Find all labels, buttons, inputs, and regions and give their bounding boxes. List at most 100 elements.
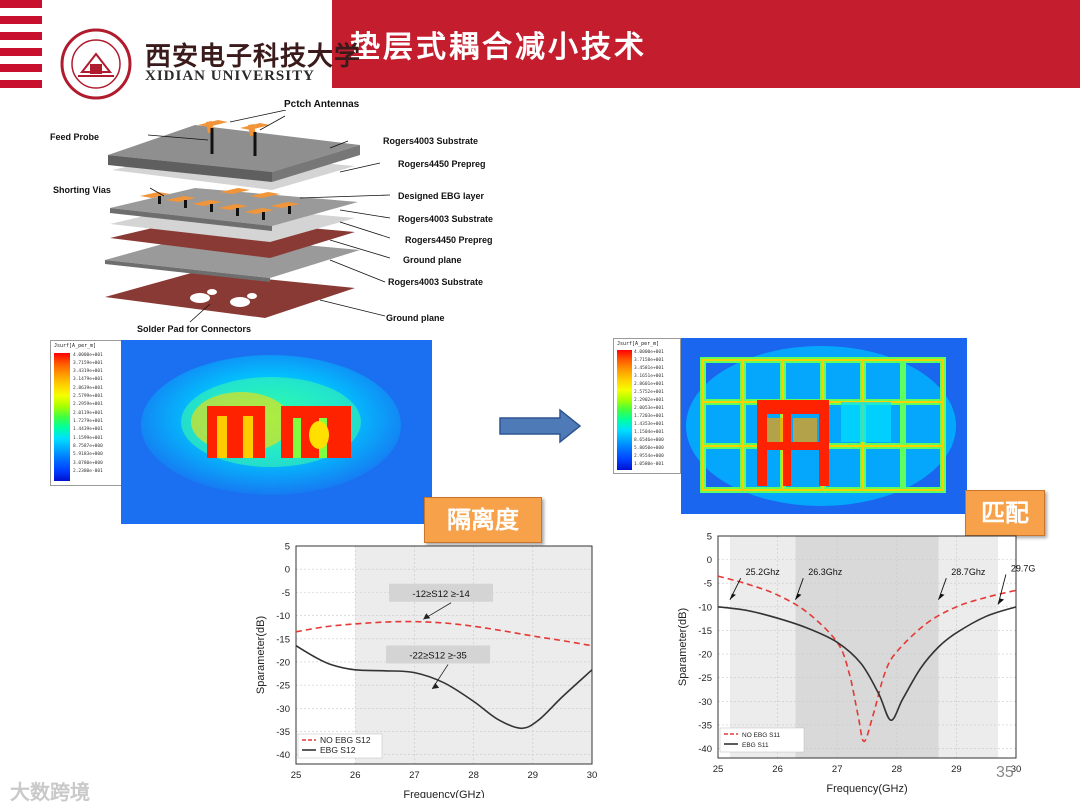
y-tick-label: -10: [276, 611, 290, 622]
legend-color-bar: [617, 350, 632, 470]
tag-matching: 匹配: [965, 490, 1045, 536]
slide-title: 垫层式耦合减小技术: [350, 30, 647, 65]
annotation-box: [389, 583, 494, 602]
legend-color-bar: [54, 353, 70, 481]
legend-label: NO EBG S12: [320, 735, 371, 745]
y-tick-label: 0: [707, 555, 712, 566]
label-rogers4450-top: Rogers4450 Prepreg: [398, 159, 486, 169]
annotation-arrowhead: [998, 598, 1005, 605]
legend-title: Jsurf[A_per_m]: [54, 343, 97, 349]
y-tick-label: -25: [698, 673, 712, 684]
series-line-ebg-s12: [295, 645, 593, 730]
y-tick-label: -40: [698, 744, 712, 755]
x-tick-label: 30: [587, 770, 598, 781]
x-tick-label: 30: [1011, 764, 1022, 775]
label-ground-plane-2: Ground plane: [386, 313, 445, 323]
y-tick-label: -20: [698, 650, 712, 661]
legend-title: Jsurf[A_per_m]: [617, 341, 660, 347]
y-tick-label: -15: [276, 634, 290, 645]
y-tick-label: -40: [276, 750, 290, 761]
x-axis-label: Frequency(GHz): [826, 783, 907, 795]
y-tick-label: -30: [698, 697, 712, 708]
annotation-text: -22≥S12 ≥-35: [409, 650, 466, 661]
annotation-text: 29.7Ghz: [1011, 563, 1036, 573]
ground-plane-bottom-layer: [105, 272, 355, 318]
y-tick-label: -35: [276, 727, 290, 738]
legend-label: EBG S11: [742, 742, 769, 749]
label-rogers4003-mid: Rogers4003 Substrate: [398, 214, 494, 224]
x-axis-label: Frequency(GHz): [403, 789, 484, 798]
feed-probes: [210, 128, 257, 156]
plot-frame: [295, 545, 593, 765]
x-tick-label: 29: [528, 770, 539, 781]
shorting-vias: [158, 196, 291, 220]
y-axis-label: Sparameter(dB): [255, 616, 267, 694]
legend-label: NO EBG S11: [742, 732, 781, 739]
series-line-no-ebg-s11: [717, 575, 1017, 743]
label-solder-pad: Solder Pad for Connectors: [137, 324, 252, 334]
x-tick-label: 28: [892, 764, 903, 775]
tag-isolation: 隔离度: [424, 497, 542, 543]
header-stripes: [0, 0, 42, 100]
annotation-text: 28.7Ghz: [951, 567, 986, 577]
ebg-patches: [140, 188, 300, 214]
y-tick-label: 5: [285, 542, 290, 553]
annotation-box: [386, 645, 491, 664]
patch-hotspot-left: [207, 406, 265, 458]
annotation-text: 26.3Ghz: [808, 567, 843, 577]
shaded-band: [795, 536, 939, 758]
x-tick-label: 26: [350, 770, 361, 781]
right-arrow-icon: [499, 408, 582, 444]
xidian-university-seal-icon: [60, 28, 132, 100]
y-tick-label: -25: [276, 681, 290, 692]
y-tick-label: -30: [276, 704, 290, 715]
y-tick-label: -10: [698, 602, 712, 613]
label-rogers4003-top: Rogers4003 Substrate: [383, 136, 479, 146]
surface-current-map-right: [681, 338, 967, 514]
x-tick-label: 27: [409, 770, 420, 781]
y-tick-label: -5: [282, 588, 290, 599]
current-legend-left: Jsurf[A_per_m] 4.0000e+001 3.7159e+001 3…: [50, 340, 122, 486]
plot-frame: [717, 535, 1017, 759]
y-tick-label: 0: [285, 565, 290, 576]
y-tick-label: 5: [707, 532, 712, 543]
solder-pads: [190, 289, 257, 307]
label-rogers4003-bottom: Rogers4003 Substrate: [388, 277, 484, 287]
label-shorting-vias: Shorting Vias: [53, 185, 111, 195]
annotation-text: 25.2Ghz: [746, 567, 781, 577]
y-tick-label: -15: [698, 626, 712, 637]
label-feed-probe: Feed Probe: [50, 132, 100, 142]
surface-current-map-left: [121, 340, 432, 524]
x-tick-label: 26: [772, 764, 783, 775]
annotation-arrowhead: [938, 593, 945, 600]
label-designed-ebg: Designed EBG layer: [398, 191, 485, 201]
legend-label: EBG S12: [320, 745, 356, 755]
university-name-cn: 西安电子科技大学: [145, 42, 362, 72]
label-ground-plane-1: Ground plane: [403, 255, 462, 265]
legend-box: [297, 733, 383, 759]
x-tick-label: 29: [951, 764, 962, 775]
x-tick-label: 28: [468, 770, 479, 781]
patch-hotspot: [757, 400, 829, 486]
series-line-ebg-s11: [717, 606, 1017, 722]
layer-stack-diagram: [105, 110, 390, 323]
annotation-arrowhead: [432, 682, 440, 689]
annotation-arrowhead: [423, 613, 431, 620]
annotation-text: -12≥S12 ≥-14: [412, 589, 469, 600]
y-tick-label: -20: [276, 657, 290, 668]
legend-box: [719, 727, 805, 753]
patch-antennas: [198, 120, 270, 136]
y-tick-label: -5: [704, 579, 712, 590]
label-patch-antennas: Pctch Antennas: [284, 99, 360, 110]
title-bar: [332, 0, 1080, 88]
annotation-leader: [997, 574, 1007, 605]
y-axis-label: Sparameter(dB): [677, 608, 689, 686]
watermark: 大数跨境: [10, 780, 90, 804]
series-line-no-ebg-s12: [295, 620, 593, 647]
university-name-en: XIDIAN UNIVERSITY: [145, 68, 315, 84]
label-rogers4450-mid: Rogers4450 Prepreg: [405, 235, 493, 245]
annotation-arrowhead: [729, 593, 736, 600]
page-number: 35: [996, 764, 1014, 781]
current-legend-right: Jsurf[A_per_m] 4.0000e+001 3.7158e+001 3…: [613, 338, 681, 474]
